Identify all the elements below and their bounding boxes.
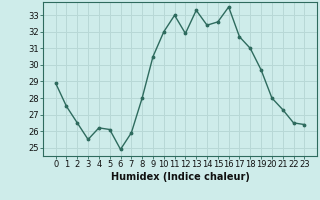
X-axis label: Humidex (Indice chaleur): Humidex (Indice chaleur) — [111, 172, 249, 182]
